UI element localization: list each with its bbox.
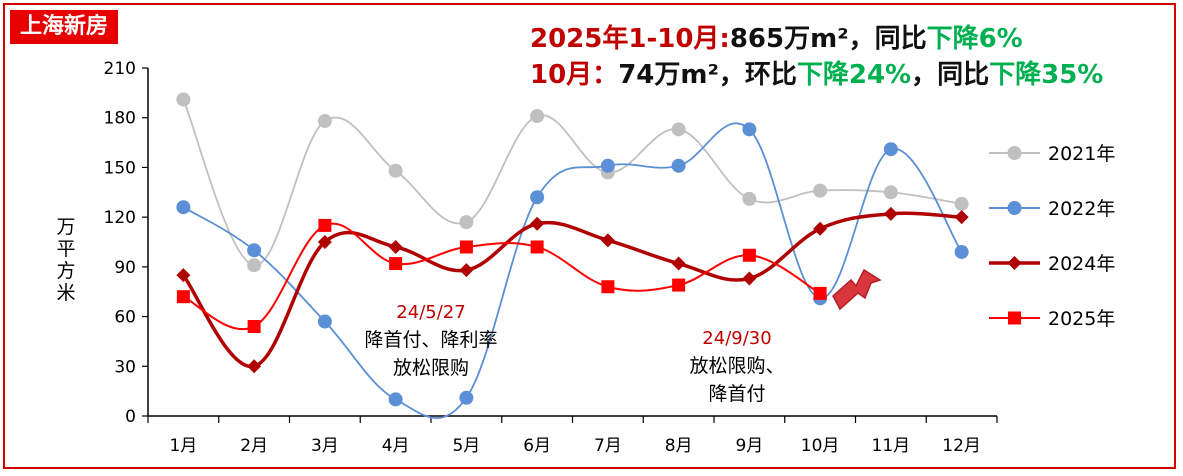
series-2-point bbox=[459, 263, 474, 278]
series-3-point bbox=[742, 248, 756, 262]
x-tick-label: 5月 bbox=[452, 436, 480, 456]
y-axis-label-char: 方 bbox=[56, 260, 75, 282]
headline-ytd-value: 865万m²，同比 bbox=[729, 24, 927, 54]
y-axis-label-char: 平 bbox=[56, 238, 75, 260]
series-2-point bbox=[883, 206, 898, 221]
legend-label: 2025年 bbox=[1048, 308, 1115, 330]
legend-marker bbox=[1007, 201, 1022, 215]
legend-marker bbox=[1007, 146, 1022, 160]
x-tick-label: 3月 bbox=[311, 436, 339, 456]
x-tick-label: 4月 bbox=[382, 436, 410, 456]
legend-marker bbox=[1007, 256, 1022, 270]
series-0-point bbox=[742, 191, 757, 206]
series-1-point bbox=[459, 390, 474, 405]
series-3-point bbox=[459, 240, 473, 254]
series-1-point bbox=[317, 314, 332, 329]
series-1-point bbox=[954, 244, 969, 259]
series-0-point bbox=[530, 109, 545, 124]
series-2-point bbox=[742, 271, 757, 286]
annotation-date: 24/9/30 bbox=[702, 328, 771, 349]
series-0-point bbox=[671, 122, 686, 137]
annotation-line2: 降首付 bbox=[708, 383, 765, 405]
series-0-point bbox=[883, 185, 898, 200]
legend-marker bbox=[1008, 311, 1021, 325]
series-3-point bbox=[318, 218, 332, 232]
city-tag: 上海新房 bbox=[10, 10, 119, 44]
y-tick-label: 30 bbox=[114, 357, 136, 377]
annotation-line1: 降首付、降利率 bbox=[364, 329, 497, 351]
headline-ytd: 2025年1-10月:865万m²，同比下降6% bbox=[530, 18, 1023, 55]
series-0-point bbox=[388, 163, 403, 178]
series-2-point bbox=[671, 256, 686, 271]
series-1-point bbox=[176, 200, 191, 215]
series-3-point bbox=[389, 257, 403, 271]
legend-label: 2022年 bbox=[1048, 198, 1115, 220]
annotation-line2: 放松限购 bbox=[393, 357, 469, 379]
series-3-point bbox=[530, 240, 544, 254]
series-1-point bbox=[883, 142, 898, 157]
series-0-point bbox=[317, 114, 332, 129]
series-1-point bbox=[600, 158, 615, 173]
series-0-line bbox=[182, 99, 962, 267]
y-axis-label-char: 万 bbox=[56, 216, 75, 238]
series-3-line bbox=[182, 222, 821, 330]
series-2-point bbox=[530, 216, 545, 231]
series-1-point bbox=[671, 158, 686, 173]
series-2-point bbox=[247, 359, 262, 374]
y-tick-label: 210 bbox=[104, 59, 136, 79]
chart-frame bbox=[3, 3, 1176, 469]
x-tick-label: 12月 bbox=[942, 436, 981, 456]
series-0-point bbox=[813, 183, 828, 198]
x-tick-label: 10月 bbox=[801, 436, 840, 456]
y-tick-label: 0 bbox=[125, 407, 136, 427]
legend-label: 2024年 bbox=[1048, 253, 1115, 275]
x-tick-label: 8月 bbox=[665, 436, 693, 456]
y-tick-label: 180 bbox=[104, 109, 136, 129]
headline-ytd-change: 下降6% bbox=[926, 24, 1023, 54]
series-3-point bbox=[813, 286, 827, 300]
headline-month-value: 74万m²，环比 bbox=[618, 60, 797, 90]
x-tick-label: 2月 bbox=[240, 436, 268, 456]
trend-arrow-icon bbox=[832, 268, 882, 311]
annotation-line1: 放松限购、 bbox=[689, 355, 784, 377]
y-tick-label: 120 bbox=[104, 208, 136, 228]
series-0-point bbox=[247, 258, 262, 273]
x-tick-label: 7月 bbox=[594, 436, 622, 456]
series-3-point bbox=[247, 320, 261, 334]
headline-month: 10月：74万m²，环比下降24%，同比下降35% bbox=[530, 54, 1103, 91]
series-1-point bbox=[742, 122, 757, 137]
headline-month-yoy: 下降35% bbox=[989, 60, 1104, 90]
series-3-point bbox=[601, 280, 615, 294]
y-tick-label: 150 bbox=[104, 158, 136, 178]
x-tick-label: 9月 bbox=[735, 436, 763, 456]
x-tick-label: 1月 bbox=[169, 436, 197, 456]
series-2-point bbox=[176, 268, 191, 283]
headline-month-mom: 下降24% bbox=[796, 60, 912, 90]
headline-month-period: 10月： bbox=[530, 60, 619, 90]
y-tick-label: 60 bbox=[114, 308, 136, 328]
legend-label: 2021年 bbox=[1048, 143, 1115, 165]
y-axis-label-char: 米 bbox=[56, 282, 75, 304]
x-tick-label: 11月 bbox=[872, 436, 911, 456]
y-tick-label: 90 bbox=[114, 258, 136, 278]
series-0-point bbox=[954, 196, 969, 211]
series-2-point bbox=[317, 235, 332, 249]
headline-month-yoy-label: ，同比 bbox=[911, 60, 990, 90]
series-2-point bbox=[600, 233, 615, 248]
series-3-point bbox=[672, 278, 686, 292]
headline-ytd-period: 2025年1-10月: bbox=[530, 24, 730, 54]
series-3-point bbox=[176, 290, 190, 304]
series-2-point bbox=[954, 210, 969, 225]
series-1-point bbox=[530, 190, 545, 205]
series-2-point bbox=[388, 239, 403, 254]
annotation-date: 24/5/27 bbox=[396, 302, 465, 323]
series-1-point bbox=[388, 392, 403, 407]
x-tick-label: 6月 bbox=[523, 436, 551, 456]
series-2-point bbox=[813, 221, 828, 236]
series-0-point bbox=[176, 92, 191, 107]
series-0-point bbox=[459, 215, 474, 230]
series-1-point bbox=[247, 243, 262, 258]
